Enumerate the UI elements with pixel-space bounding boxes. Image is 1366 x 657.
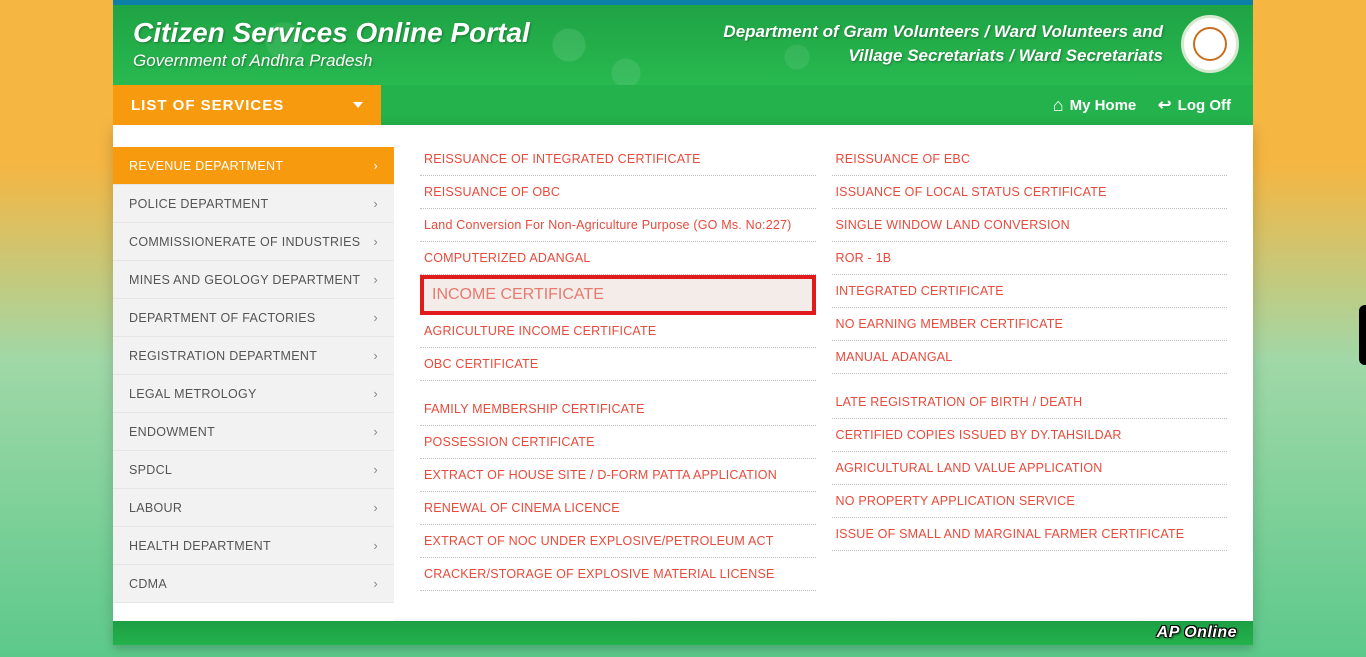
- portal-title: Citizen Services Online Portal: [133, 17, 530, 49]
- services-column-right: REISSUANCE OF EBCISSUANCE OF LOCAL STATU…: [824, 143, 1236, 591]
- chevron-right-icon: ›: [373, 158, 378, 173]
- sidebar-item-label: LEGAL METROLOGY: [129, 387, 257, 401]
- service-link[interactable]: CRACKER/STORAGE OF EXPLOSIVE MATERIAL LI…: [420, 558, 816, 591]
- sidebar-item-label: HEALTH DEPARTMENT: [129, 539, 271, 553]
- sidebar-item-label: POLICE DEPARTMENT: [129, 197, 268, 211]
- service-link[interactable]: REISSUANCE OF EBC: [832, 143, 1228, 176]
- sidebar-item-labour[interactable]: LABOUR ›: [113, 489, 394, 527]
- right-edge-handle: [1359, 305, 1366, 365]
- chevron-right-icon: ›: [373, 196, 378, 211]
- service-link[interactable]: REISSUANCE OF INTEGRATED CERTIFICATE: [420, 143, 816, 176]
- service-link[interactable]: SINGLE WINDOW LAND CONVERSION: [832, 209, 1228, 242]
- chevron-right-icon: ›: [373, 386, 378, 401]
- sidebar-item-label: SPDCL: [129, 463, 172, 477]
- service-link[interactable]: REISSUANCE OF OBC: [420, 176, 816, 209]
- list-of-services-button[interactable]: LIST OF SERVICES: [113, 85, 381, 125]
- sidebar-item-label: LABOUR: [129, 501, 182, 515]
- sidebar-item-spdcl[interactable]: SPDCL ›: [113, 451, 394, 489]
- footer-brand: AP Online: [1157, 624, 1237, 642]
- sidebar-gap: [113, 125, 394, 147]
- chevron-right-icon: ›: [373, 310, 378, 325]
- service-link-label: INCOME CERTIFICATE: [432, 286, 804, 304]
- log-off-label: Log Off: [1178, 97, 1231, 114]
- service-link[interactable]: INTEGRATED CERTIFICATE: [832, 275, 1228, 308]
- chevron-right-icon: ›: [373, 348, 378, 363]
- sidebar-item-health-department[interactable]: HEALTH DEPARTMENT ›: [113, 527, 394, 565]
- sidebar-item-commissionerate-of-industries[interactable]: COMMISSIONERATE OF INDUSTRIES ›: [113, 223, 394, 261]
- services-column-left: REISSUANCE OF INTEGRATED CERTIFICATEREIS…: [412, 143, 824, 591]
- chevron-right-icon: ›: [373, 234, 378, 249]
- highlighted-service[interactable]: INCOME CERTIFICATE: [420, 275, 816, 315]
- service-link[interactable]: FAMILY MEMBERSHIP CERTIFICATE: [420, 393, 816, 426]
- chevron-right-icon: ›: [373, 576, 378, 591]
- service-link[interactable]: AGRICULTURE INCOME CERTIFICATE: [420, 315, 816, 348]
- department-sidebar: REVENUE DEPARTMENT›POLICE DEPARTMENT›COM…: [113, 125, 394, 621]
- group-gap: [420, 381, 816, 393]
- service-link[interactable]: COMPUTERIZED ADANGAL: [420, 242, 816, 275]
- sidebar-item-label: COMMISSIONERATE OF INDUSTRIES: [129, 235, 360, 249]
- sidebar-item-cdma[interactable]: CDMA ›: [113, 565, 394, 603]
- header-left: Citizen Services Online Portal Governmen…: [133, 17, 530, 71]
- service-link[interactable]: NO PROPERTY APPLICATION SERVICE: [832, 485, 1228, 518]
- chevron-right-icon: ›: [373, 272, 378, 287]
- services-panel: REISSUANCE OF INTEGRATED CERTIFICATEREIS…: [394, 125, 1253, 621]
- sidebar-item-police-department[interactable]: POLICE DEPARTMENT ›: [113, 185, 394, 223]
- sidebar-item-label: REGISTRATION DEPARTMENT: [129, 349, 317, 363]
- my-home-label: My Home: [1070, 97, 1137, 114]
- home-icon: [1053, 95, 1064, 116]
- service-link[interactable]: OBC CERTIFICATE: [420, 348, 816, 381]
- chevron-right-icon: ›: [373, 538, 378, 553]
- dept-line2: Village Secretariats / Ward Secretariats: [723, 44, 1163, 68]
- header-right: Department of Gram Volunteers / Ward Vol…: [723, 20, 1233, 68]
- sidebar-item-mines-and-geology-department[interactable]: MINES AND GEOLOGY DEPARTMENT ›: [113, 261, 394, 299]
- caret-down-icon: [353, 102, 363, 108]
- dept-line1: Department of Gram Volunteers / Ward Vol…: [723, 20, 1163, 44]
- nav-right: My Home Log Off: [1053, 85, 1253, 125]
- portal-subtitle: Government of Andhra Pradesh: [133, 51, 530, 71]
- service-link[interactable]: Land Conversion For Non-Agriculture Purp…: [420, 209, 816, 242]
- content-area: REVENUE DEPARTMENT›POLICE DEPARTMENT›COM…: [113, 125, 1253, 621]
- list-of-services-label: LIST OF SERVICES: [131, 97, 284, 114]
- sidebar-item-registration-department[interactable]: REGISTRATION DEPARTMENT ›: [113, 337, 394, 375]
- service-link[interactable]: AGRICULTURAL LAND VALUE APPLICATION: [832, 452, 1228, 485]
- chevron-right-icon: ›: [373, 424, 378, 439]
- my-home-link[interactable]: My Home: [1053, 95, 1137, 116]
- service-link[interactable]: LATE REGISTRATION OF BIRTH / DEATH: [832, 386, 1228, 419]
- logoff-icon: [1158, 95, 1171, 115]
- sidebar-item-label: MINES AND GEOLOGY DEPARTMENT: [129, 273, 360, 287]
- sidebar-item-legal-metrology[interactable]: LEGAL METROLOGY ›: [113, 375, 394, 413]
- page-container: Citizen Services Online Portal Governmen…: [113, 5, 1253, 645]
- sidebar-item-label: REVENUE DEPARTMENT: [129, 159, 283, 173]
- service-link[interactable]: ISSUANCE OF LOCAL STATUS CERTIFICATE: [832, 176, 1228, 209]
- log-off-link[interactable]: Log Off: [1158, 95, 1231, 115]
- chevron-right-icon: ›: [373, 500, 378, 515]
- service-link[interactable]: NO EARNING MEMBER CERTIFICATE: [832, 308, 1228, 341]
- service-link[interactable]: CERTIFIED COPIES ISSUED BY DY.TAHSILDAR: [832, 419, 1228, 452]
- header: Citizen Services Online Portal Governmen…: [113, 5, 1253, 85]
- chevron-right-icon: ›: [373, 462, 378, 477]
- ap-emblem-icon: [1181, 15, 1239, 73]
- service-link[interactable]: EXTRACT OF HOUSE SITE / D-FORM PATTA APP…: [420, 459, 816, 492]
- service-link[interactable]: POSSESSION CERTIFICATE: [420, 426, 816, 459]
- sidebar-item-department-of-factories[interactable]: DEPARTMENT OF FACTORIES ›: [113, 299, 394, 337]
- sidebar-item-endowment[interactable]: ENDOWMENT ›: [113, 413, 394, 451]
- service-link[interactable]: ISSUE OF SMALL AND MARGINAL FARMER CERTI…: [832, 518, 1228, 551]
- sidebar-item-label: DEPARTMENT OF FACTORIES: [129, 311, 316, 325]
- sidebar-item-label: CDMA: [129, 577, 167, 591]
- footer: AP Online: [113, 621, 1253, 645]
- service-link[interactable]: EXTRACT OF NOC UNDER EXPLOSIVE/PETROLEUM…: [420, 525, 816, 558]
- service-link[interactable]: ROR - 1B: [832, 242, 1228, 275]
- sidebar-item-revenue-department[interactable]: REVENUE DEPARTMENT ›: [113, 147, 394, 185]
- service-link[interactable]: RENEWAL OF CINEMA LICENCE: [420, 492, 816, 525]
- service-link[interactable]: MANUAL ADANGAL: [832, 341, 1228, 374]
- sidebar-item-label: ENDOWMENT: [129, 425, 215, 439]
- group-gap: [832, 374, 1228, 386]
- navbar: LIST OF SERVICES My Home Log Off: [113, 85, 1253, 125]
